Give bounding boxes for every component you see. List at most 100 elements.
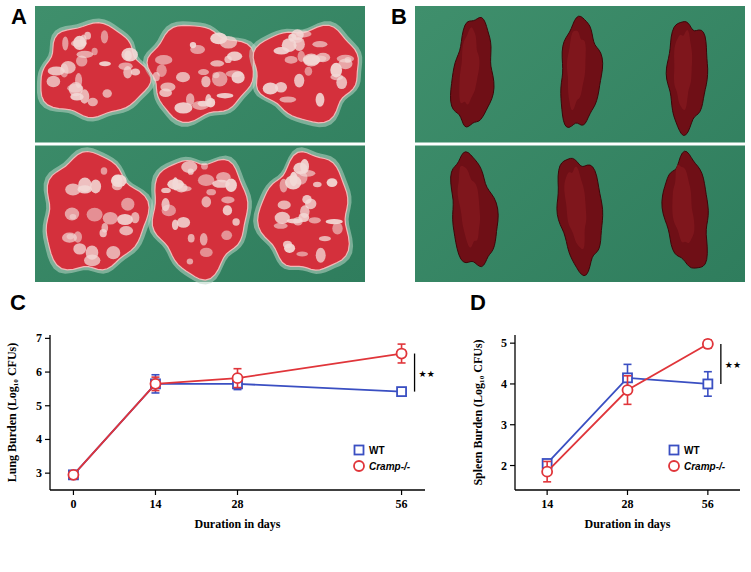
nodule bbox=[187, 259, 193, 265]
legend-marker bbox=[670, 446, 679, 455]
x-tick bbox=[237, 490, 238, 495]
spleen-sheen bbox=[672, 165, 694, 243]
panel-label: A bbox=[11, 4, 27, 29]
nodule bbox=[161, 188, 171, 193]
nodule bbox=[86, 245, 99, 259]
data-point bbox=[703, 339, 713, 349]
photo-divider bbox=[35, 143, 365, 146]
lung-sheen bbox=[249, 21, 362, 127]
nodule bbox=[172, 177, 178, 190]
nodule bbox=[313, 182, 322, 188]
error-bar bbox=[543, 461, 551, 481]
x-tick-label: 56 bbox=[396, 497, 408, 511]
data-point bbox=[397, 387, 406, 396]
nodule bbox=[316, 93, 325, 107]
error-cap bbox=[704, 395, 712, 397]
x-tick bbox=[73, 490, 74, 495]
significance-bar bbox=[720, 344, 721, 384]
data-point bbox=[233, 373, 243, 383]
error-cap bbox=[234, 368, 242, 370]
nodule bbox=[278, 200, 291, 209]
significance-stars: ★★ bbox=[419, 369, 435, 379]
error-cap bbox=[151, 376, 159, 378]
series-line bbox=[73, 384, 401, 475]
y-tick-label: 5 bbox=[501, 336, 507, 350]
panel-label: C bbox=[10, 290, 26, 315]
error-cap bbox=[234, 387, 242, 389]
x-tick bbox=[547, 490, 548, 495]
error-cap bbox=[151, 392, 159, 394]
error-bar bbox=[624, 376, 632, 405]
nodule bbox=[198, 69, 209, 75]
panel-label: D bbox=[470, 290, 486, 315]
error-cap bbox=[543, 461, 551, 463]
y-tick-label: 5 bbox=[36, 399, 42, 413]
chart: 2345142856Duration in daysSpleen Burden … bbox=[470, 290, 741, 531]
lung-sheen bbox=[148, 156, 252, 285]
spleen bbox=[451, 152, 499, 267]
nodule bbox=[131, 68, 140, 75]
series-line bbox=[547, 378, 708, 464]
nodule bbox=[188, 169, 194, 175]
nodule bbox=[217, 93, 234, 98]
spleen bbox=[662, 151, 708, 268]
series-line bbox=[73, 354, 401, 475]
x-tick-label: 28 bbox=[622, 497, 634, 511]
lung bbox=[41, 23, 151, 118]
nodule bbox=[227, 52, 242, 61]
y-tick bbox=[510, 343, 515, 344]
y-tick bbox=[45, 338, 50, 339]
nodule bbox=[212, 72, 228, 87]
x-tick bbox=[707, 490, 708, 495]
x-tick-label: 56 bbox=[702, 497, 714, 511]
nodule bbox=[221, 231, 232, 241]
nodule bbox=[70, 93, 83, 100]
spleen bbox=[666, 22, 708, 136]
error-cap bbox=[151, 374, 159, 376]
nodule bbox=[186, 93, 194, 105]
data-point bbox=[623, 385, 633, 395]
nodule bbox=[316, 248, 326, 263]
nodule bbox=[87, 208, 103, 222]
nodule bbox=[153, 72, 160, 81]
spleen bbox=[561, 16, 603, 127]
nodule bbox=[337, 55, 354, 63]
nodule bbox=[198, 174, 214, 186]
nodule bbox=[200, 248, 213, 257]
photo-background bbox=[35, 6, 365, 282]
nodule bbox=[223, 205, 232, 215]
y-tick-label: 3 bbox=[501, 418, 507, 432]
nodule bbox=[73, 36, 86, 50]
nodule bbox=[232, 218, 239, 225]
nodule bbox=[48, 67, 65, 76]
nodule bbox=[210, 33, 227, 45]
nodule bbox=[90, 179, 101, 193]
lung-sheen bbox=[143, 21, 258, 126]
nodule bbox=[78, 185, 93, 193]
lung-sheen bbox=[43, 147, 154, 274]
nodule bbox=[101, 167, 108, 174]
lung bbox=[147, 25, 254, 122]
legend-marker bbox=[354, 461, 364, 471]
significance-bar bbox=[414, 354, 415, 392]
y-tick-label: 4 bbox=[36, 432, 42, 446]
nodule bbox=[101, 30, 108, 43]
legend-label: WT bbox=[369, 445, 385, 456]
spleen-sheen bbox=[567, 31, 586, 111]
nodule bbox=[188, 234, 195, 243]
spleen-sheen bbox=[459, 27, 479, 104]
nodule bbox=[263, 82, 278, 94]
nodule bbox=[119, 226, 133, 235]
nodule bbox=[206, 189, 216, 195]
error-bar bbox=[151, 377, 159, 390]
legend-marker bbox=[669, 461, 679, 471]
nodule bbox=[99, 61, 111, 66]
nodule bbox=[65, 208, 79, 221]
data-point bbox=[68, 470, 78, 480]
nodule bbox=[285, 56, 298, 64]
nodule bbox=[275, 212, 290, 224]
nodule bbox=[112, 182, 123, 190]
nodule bbox=[121, 198, 134, 211]
nodule bbox=[102, 223, 109, 233]
nodule bbox=[177, 217, 190, 228]
